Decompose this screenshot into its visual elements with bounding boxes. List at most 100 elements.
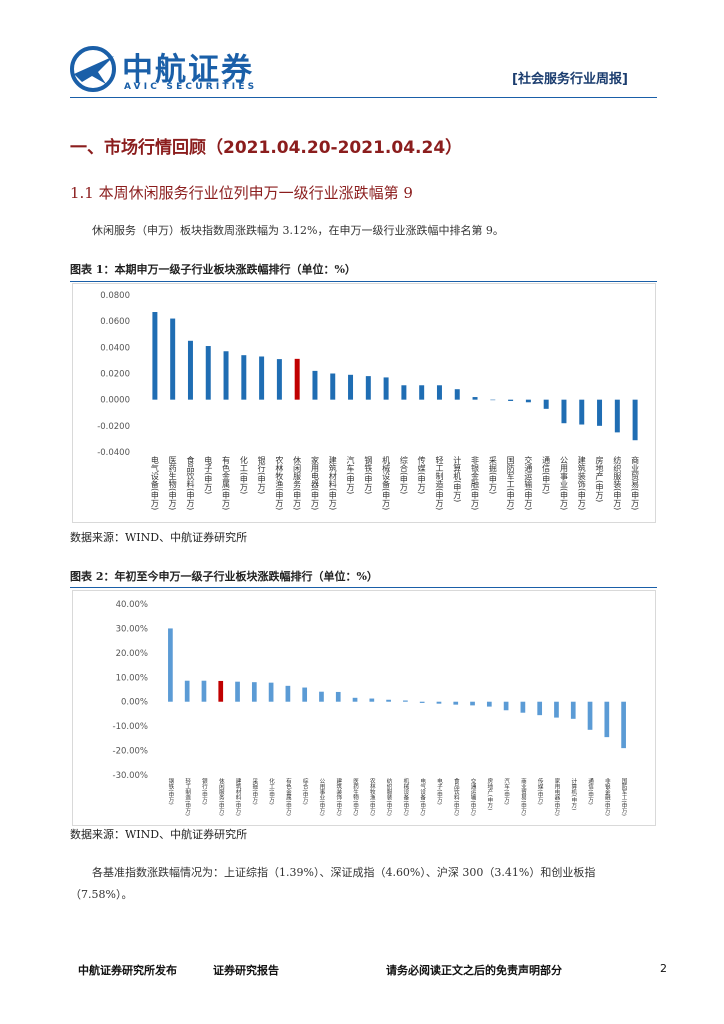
y-tick-label: -20.00% [113, 747, 148, 757]
x-tick-label: 农林牧渔(申万) [369, 777, 376, 816]
bar [383, 377, 389, 400]
bar [352, 697, 358, 702]
bar [419, 701, 425, 703]
bar [223, 351, 229, 400]
header-rule [70, 97, 657, 98]
y-tick-label: 0.0000 [100, 396, 130, 406]
bar [201, 680, 207, 702]
bar [168, 628, 173, 702]
x-tick-label: 综合(申万) [302, 777, 309, 805]
x-tick-label: 钢铁(申万) [364, 455, 373, 494]
x-tick-label: 交通运输(申万) [470, 777, 477, 816]
x-tick-label: 轻工制造(申万) [435, 455, 444, 510]
bar [302, 687, 308, 702]
bar [486, 701, 492, 707]
x-tick-label: 建筑装饰(申万) [577, 455, 586, 510]
x-tick-label: 通信(申万) [542, 455, 551, 494]
bar [335, 691, 341, 702]
x-tick-label: 公用事业(申万) [318, 778, 325, 816]
x-tick-label: 建筑装饰(申万) [335, 777, 342, 816]
caption-rule [70, 281, 657, 282]
bar [561, 399, 567, 424]
x-tick-label: 钢铁(申万) [167, 777, 174, 805]
x-tick-label: 电子(申万) [204, 455, 213, 494]
bar [187, 340, 193, 400]
bar [472, 397, 478, 400]
x-tick-label: 电气设备(申万) [150, 455, 159, 510]
bar [235, 681, 240, 702]
x-tick-label: 家用电器(申万) [553, 777, 560, 816]
x-tick-label: 计算机(申万) [453, 455, 462, 502]
figure-caption: 图表 2：年初至今申万一级子行业板块涨跌幅排行（单位：%） [70, 570, 378, 583]
bar [454, 389, 460, 400]
bar [348, 374, 354, 400]
bar [490, 399, 496, 401]
x-tick-label: 计算机(申万) [570, 777, 577, 810]
x-tick-label: 国防军工(申万) [621, 778, 628, 816]
bar [508, 399, 514, 401]
bar [369, 698, 375, 702]
bar [587, 701, 593, 730]
bar [218, 680, 224, 702]
bar [554, 701, 559, 718]
bar [436, 385, 442, 400]
bar [537, 701, 543, 716]
y-tick-label: 20.00% [116, 649, 148, 659]
bar [403, 700, 408, 702]
logo-text: 中航证券 [122, 52, 254, 88]
x-tick-label: 非银金融(申万) [604, 777, 611, 816]
caption-rule [70, 587, 657, 588]
bar [453, 701, 459, 705]
x-tick-label: 公用事业(申万) [559, 456, 568, 510]
bar [470, 701, 475, 706]
bar [632, 399, 638, 441]
x-tick-label: 纺织服装(申万) [613, 455, 622, 510]
bar [401, 385, 407, 400]
bar [525, 399, 531, 403]
footer-middle: 证券研究报告 [213, 964, 279, 977]
y-tick-label: 40.00% [116, 600, 148, 610]
x-tick-label: 电气设备(申万) [419, 777, 426, 816]
x-tick-label: 食品饮料(申万) [186, 455, 195, 510]
x-tick-label: 采掘(申万) [251, 777, 258, 805]
y-tick-label: -0.0400 [97, 448, 130, 458]
x-tick-label: 休闲服务(申万) [293, 455, 302, 510]
logo-icon [70, 46, 116, 92]
x-tick-label: 电子(申万) [436, 777, 443, 805]
x-tick-label: 轻工制造(申万) [184, 777, 191, 816]
y-tick-label: 0.0200 [100, 370, 130, 380]
footer-right: 请务必阅读正文之后的免责声明部分 [386, 964, 562, 977]
bar [312, 370, 318, 400]
x-tick-label: 通信(申万) [587, 777, 594, 805]
x-tick-label: 商业贸易(申万) [631, 455, 640, 510]
bar [170, 318, 176, 400]
bar [570, 701, 576, 719]
x-tick-label: 纺织服装(申万) [386, 777, 393, 816]
x-tick-label: 机械设备(申万) [402, 777, 409, 816]
x-tick-label: 国防军工(申万) [506, 456, 515, 510]
x-tick-label: 化工(申万) [268, 777, 275, 805]
bar [579, 399, 585, 425]
bar [152, 312, 158, 400]
bar [520, 701, 526, 713]
bar [330, 373, 336, 400]
figure-source: 数据来源：WIND、中航证券研究所 [70, 828, 248, 841]
bar [614, 399, 620, 433]
report-type: [社会服务行业周报] [512, 72, 628, 87]
bar [241, 355, 247, 400]
footer-left: 中航证券研究所发布 [78, 964, 177, 977]
y-tick-label: -30.00% [113, 771, 148, 781]
bar [205, 346, 211, 400]
bar [597, 399, 603, 426]
y-tick-label: 0.0600 [100, 317, 130, 327]
chart: -0.0400 -0.0200 0.0000 0.0200 0.0400 0.0600 0.… [72, 283, 656, 523]
chart: -30.00% -20.00% -10.00% 0.00% 10.00% 20.00% 30… [72, 590, 656, 826]
chart-frame [72, 283, 656, 523]
x-tick-label: 银行(申万) [201, 777, 208, 805]
y-tick-label: -0.0200 [97, 422, 130, 432]
x-tick-label: 商业贸易(申万) [520, 777, 527, 816]
bar [436, 701, 442, 704]
bar [276, 359, 282, 400]
bar [319, 691, 324, 702]
